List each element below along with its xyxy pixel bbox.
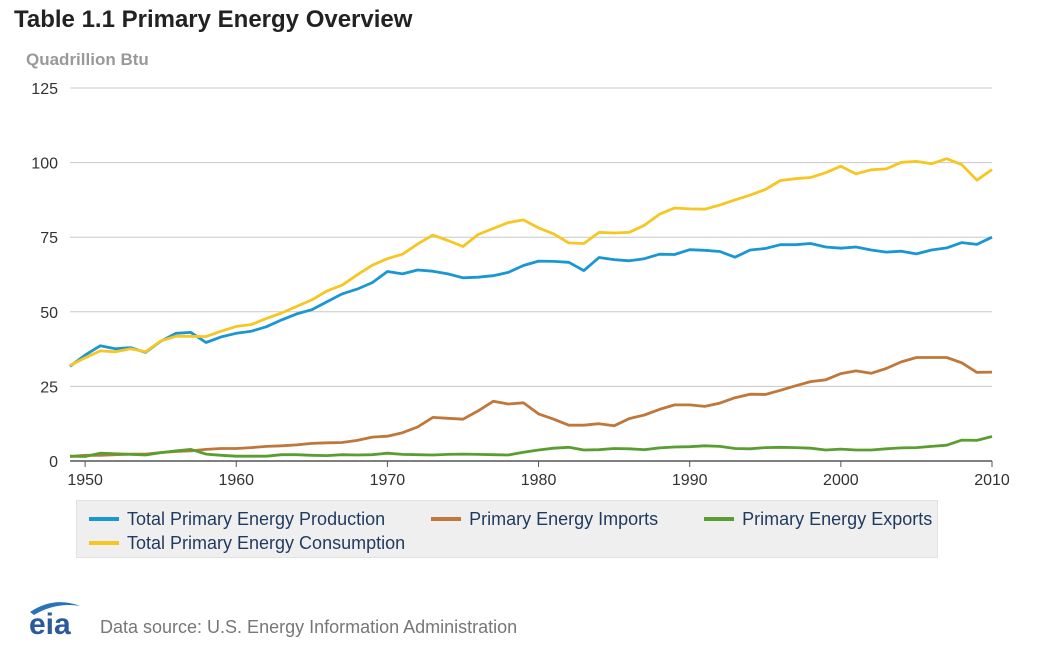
units-label: Quadrillion Btu: [26, 50, 149, 69]
legend-swatch-exports: [704, 517, 735, 521]
legend-label-imports: Primary Energy Imports: [469, 508, 659, 529]
legend-item-consumption[interactable]: Total Primary Energy Consumption: [89, 533, 405, 554]
legend-item-production[interactable]: Total Primary Energy Production: [89, 509, 385, 530]
y-tick-label: 50: [40, 305, 58, 322]
imports-line[interactable]: [69, 356, 993, 458]
y-tick-label: 100: [31, 156, 58, 173]
data-source: Data source: U.S. Energy Information Adm…: [100, 617, 518, 637]
line-chart: 0 25 50 75 100 125 1950 1960 1970 1980 1990 2000 20…: [31, 81, 1010, 489]
x-tick-label: 1980: [521, 472, 557, 489]
y-tick-label: 25: [40, 379, 58, 396]
x-tick-label: 1960: [218, 472, 254, 489]
legend-label-exports: Primary Energy Exports: [742, 508, 933, 529]
consumption-line[interactable]: [69, 157, 993, 367]
y-tick-label: 0: [49, 454, 58, 471]
legend: Total Primary Energy Production Primary …: [76, 500, 938, 558]
series-lines: [69, 157, 993, 458]
x-tick-label: 2000: [823, 472, 859, 489]
legend-item-exports[interactable]: Primary Energy Exports: [704, 509, 932, 530]
exports-line[interactable]: [69, 435, 993, 458]
x-tick-label: 1970: [370, 472, 406, 489]
legend-label-production: Total Primary Energy Production: [127, 508, 386, 529]
grid-lines: [70, 87, 992, 462]
eia-logo-text: eia: [29, 608, 71, 640]
legend-row-2: Total Primary Energy Consumption: [89, 531, 925, 555]
legend-label-consumption: Total Primary Energy Consumption: [127, 532, 406, 553]
y-tick-label: 75: [40, 230, 58, 247]
legend-swatch-imports: [431, 517, 462, 521]
x-axis-ticks: 1950 1960 1970 1980 1990 2000 2010: [67, 461, 1010, 489]
y-tick-label: 125: [31, 81, 58, 98]
x-tick-label: 1990: [672, 472, 708, 489]
eia-logo-swoosh-icon: [30, 602, 80, 615]
legend-swatch-production: [89, 517, 119, 521]
chart-title: Table 1.1 Primary Energy Overview: [14, 6, 413, 33]
eia-logo[interactable]: eia: [26, 600, 90, 640]
y-axis-ticks: 0 25 50 75 100 125: [31, 81, 58, 471]
legend-item-imports[interactable]: Primary Energy Imports: [431, 509, 658, 530]
legend-row-1: Total Primary Energy Production Primary …: [89, 507, 932, 531]
x-tick-label: 2010: [974, 472, 1010, 489]
production-line[interactable]: [69, 235, 993, 368]
x-tick-label: 1950: [67, 472, 103, 489]
legend-swatch-consumption: [89, 541, 119, 545]
